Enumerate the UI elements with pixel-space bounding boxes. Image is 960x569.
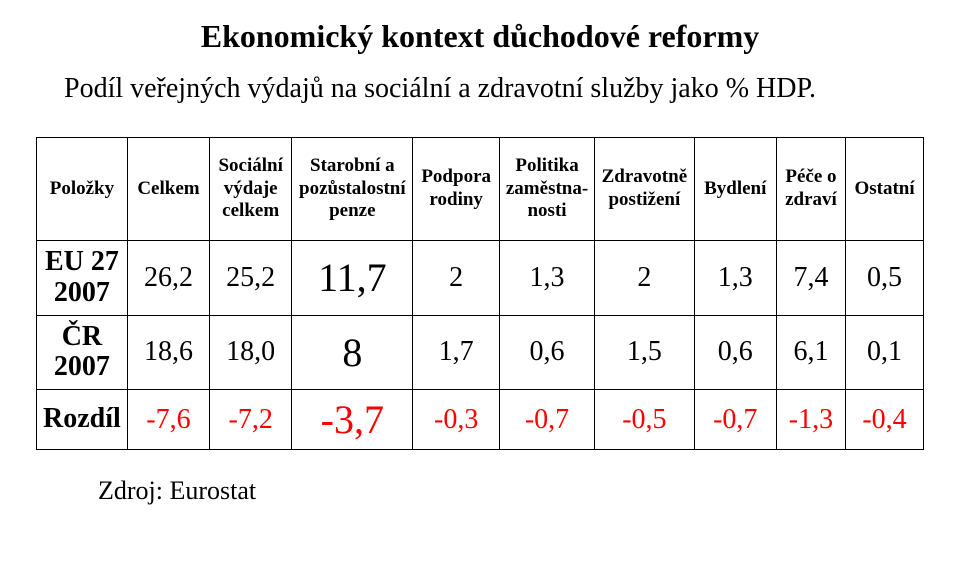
col-header: Ostatní <box>846 138 924 241</box>
table-cell: -0,4 <box>846 390 924 450</box>
table-row: ČR 200718,618,081,70,61,50,66,10,1 <box>37 315 924 390</box>
table-cell: -7,2 <box>210 390 292 450</box>
col-header: Sociální výdaje celkem <box>210 138 292 241</box>
table-cell: 1,5 <box>595 315 695 390</box>
table-cell: 0,1 <box>846 315 924 390</box>
table-cell: -3,7 <box>292 390 413 450</box>
table-row: EU 27 200726,225,211,721,321,37,40,5 <box>37 241 924 316</box>
table-cell: 1,3 <box>694 241 776 316</box>
table-cell: 11,7 <box>292 241 413 316</box>
col-header: Podpora rodiny <box>413 138 500 241</box>
data-table: Položky Celkem Sociální výdaje celkem St… <box>36 137 924 450</box>
page-title: Ekonomický kontext důchodové reformy <box>36 18 924 55</box>
table-body: EU 27 200726,225,211,721,321,37,40,5ČR 2… <box>37 241 924 450</box>
table-cell: 0,5 <box>846 241 924 316</box>
table-cell: 25,2 <box>210 241 292 316</box>
source-note: Zdroj: Eurostat <box>98 476 924 506</box>
col-header: Zdravotně postižení <box>595 138 695 241</box>
page: Ekonomický kontext důchodové reformy Pod… <box>0 0 960 506</box>
table-cell: -0,7 <box>499 390 594 450</box>
table-row: Rozdíl-7,6-7,2-3,7-0,3-0,7-0,5-0,7-1,3-0… <box>37 390 924 450</box>
table-cell: 18,0 <box>210 315 292 390</box>
page-subtitle: Podíl veřejných výdajů na sociální a zdr… <box>64 73 924 105</box>
table-cell: 2 <box>595 241 695 316</box>
col-header: Péče o zdraví <box>776 138 845 241</box>
col-header: Bydlení <box>694 138 776 241</box>
col-header: Položky <box>37 138 128 241</box>
table-cell: -7,6 <box>127 390 209 450</box>
table-cell: -0,7 <box>694 390 776 450</box>
table-cell: -0,3 <box>413 390 500 450</box>
table-cell: -0,5 <box>595 390 695 450</box>
row-label: ČR 2007 <box>37 315 128 390</box>
col-header: Celkem <box>127 138 209 241</box>
table-cell: 8 <box>292 315 413 390</box>
row-label: Rozdíl <box>37 390 128 450</box>
table-cell: 6,1 <box>776 315 845 390</box>
col-header: Starobní a pozůstalostní penze <box>292 138 413 241</box>
table-cell: 26,2 <box>127 241 209 316</box>
table-cell: 2 <box>413 241 500 316</box>
table-cell: 0,6 <box>499 315 594 390</box>
table-cell: 18,6 <box>127 315 209 390</box>
row-label: EU 27 2007 <box>37 241 128 316</box>
table-cell: 1,3 <box>499 241 594 316</box>
col-header: Politika zaměstna­nosti <box>499 138 594 241</box>
table-cell: 7,4 <box>776 241 845 316</box>
table-header-row: Položky Celkem Sociální výdaje celkem St… <box>37 138 924 241</box>
table-cell: -1,3 <box>776 390 845 450</box>
table-cell: 1,7 <box>413 315 500 390</box>
table-cell: 0,6 <box>694 315 776 390</box>
